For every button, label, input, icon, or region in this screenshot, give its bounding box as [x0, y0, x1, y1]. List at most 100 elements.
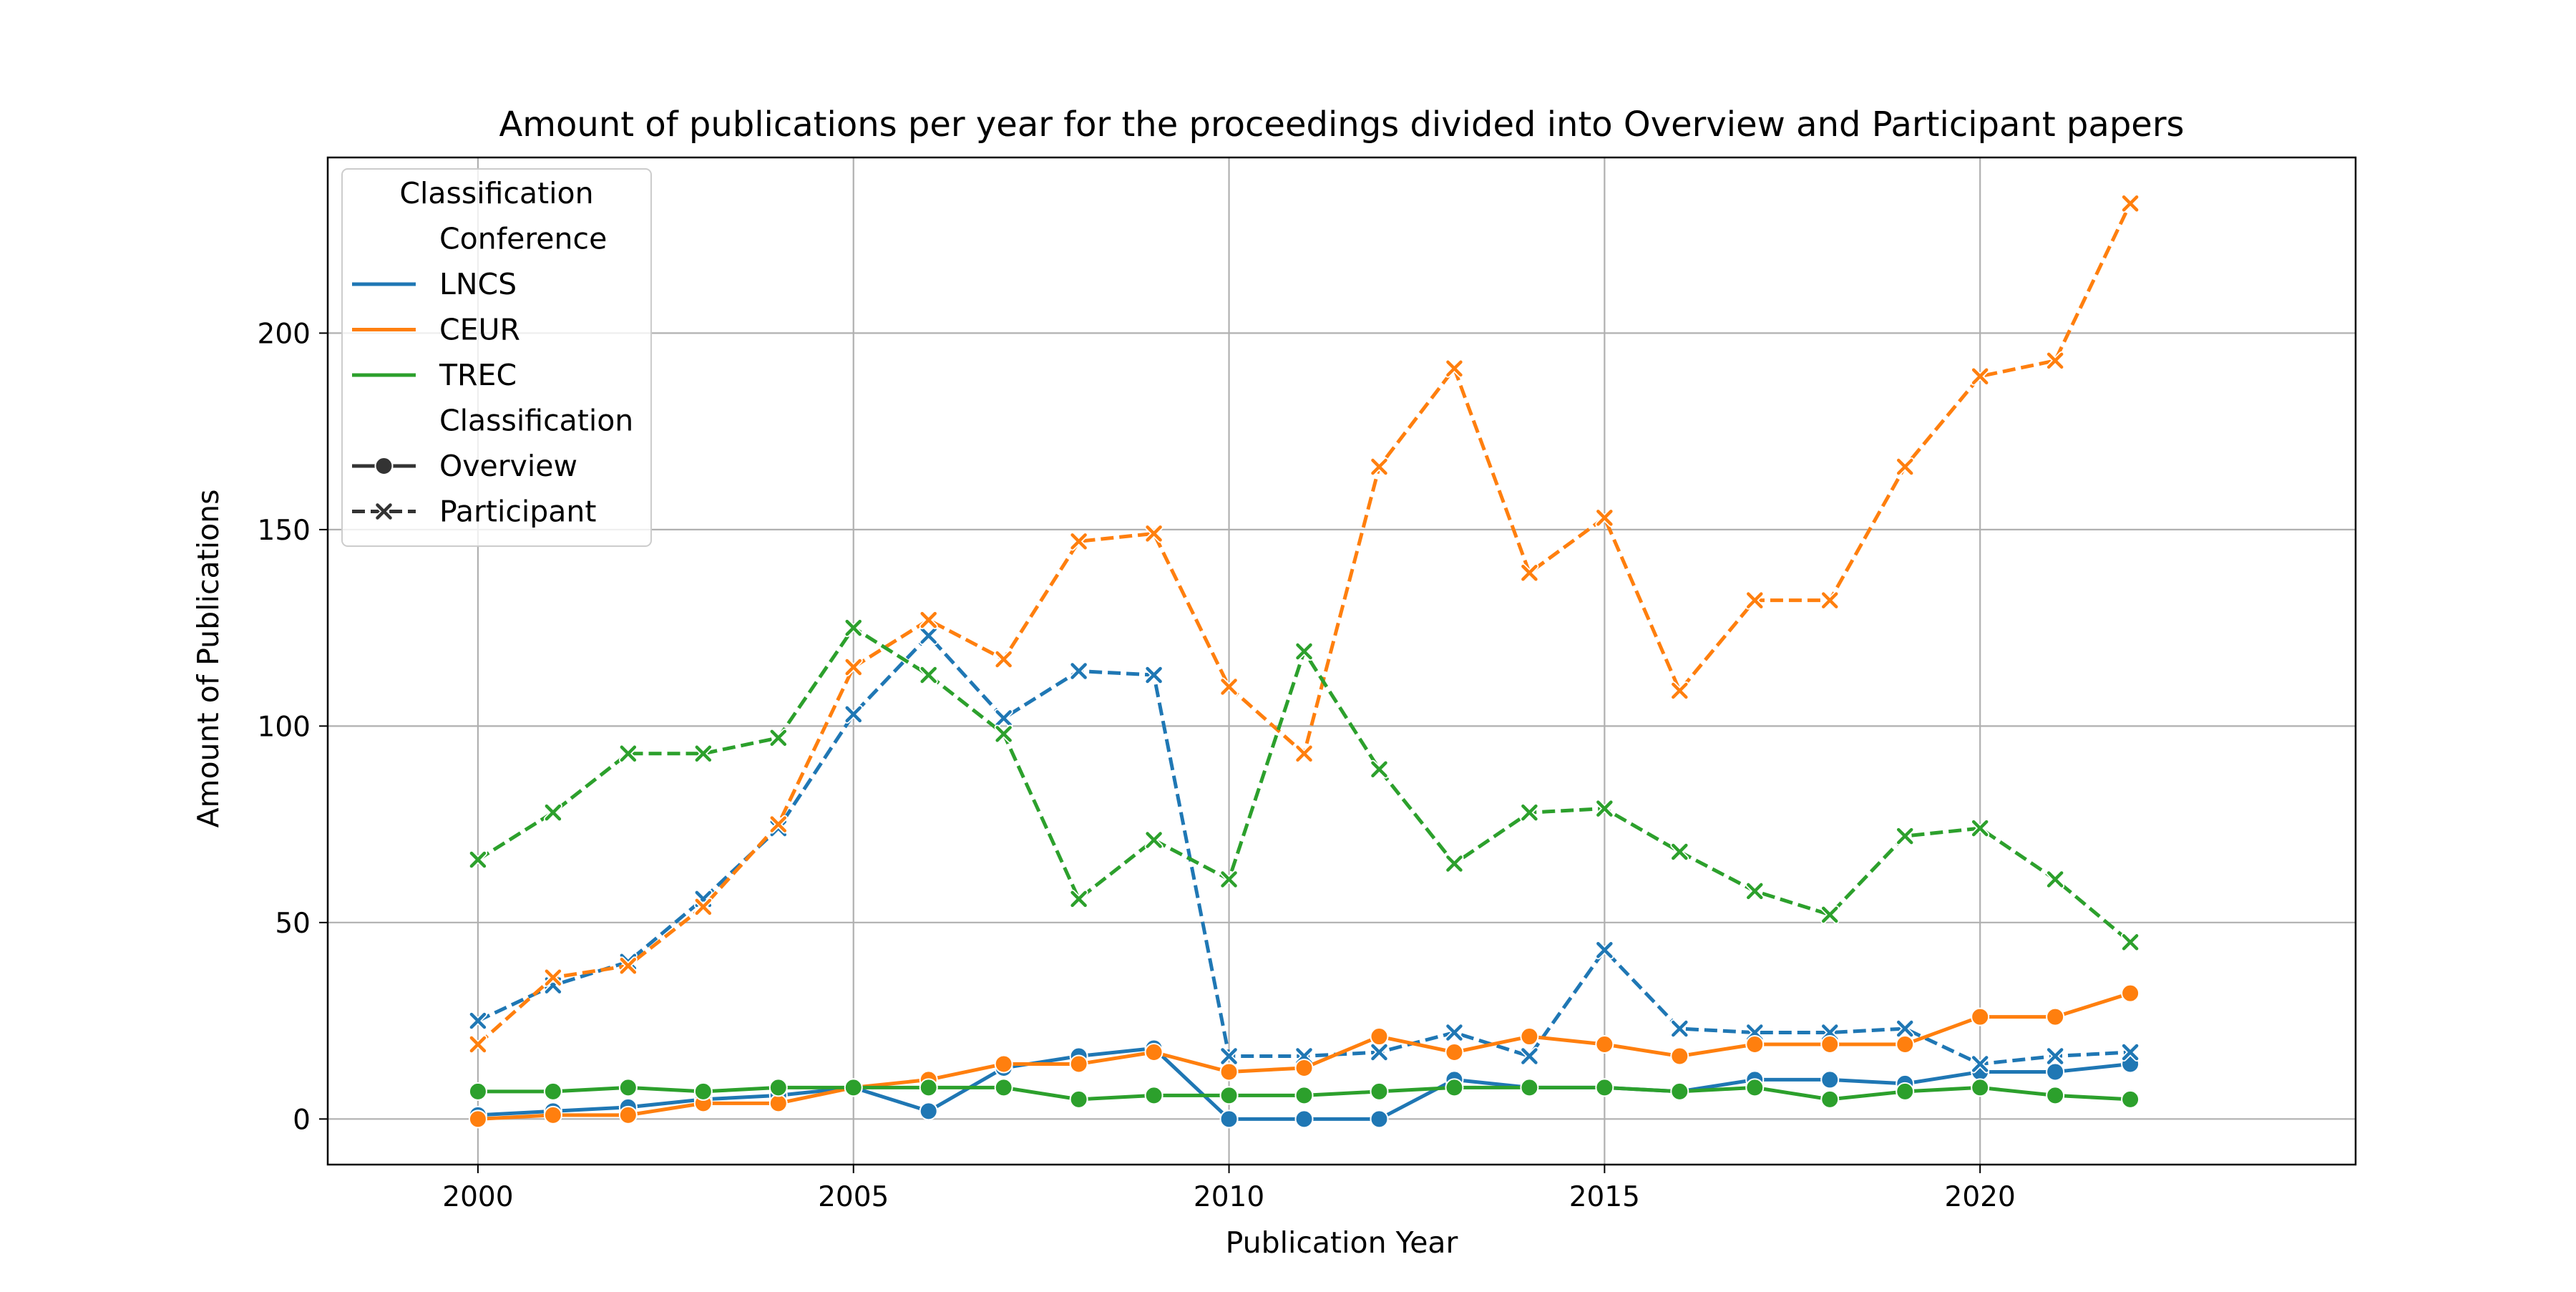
data-point — [920, 627, 937, 644]
legend-title: Classification — [399, 176, 593, 210]
data-point — [1219, 1062, 1239, 1082]
data-point — [543, 1105, 562, 1125]
y-axis-label: Amount of Publications — [191, 489, 225, 827]
data-point — [1820, 1089, 1840, 1109]
data-point — [2121, 983, 2140, 1003]
data-point — [1070, 533, 1087, 550]
data-point — [543, 1082, 562, 1101]
data-point — [769, 1094, 788, 1113]
data-point — [1370, 1082, 1389, 1101]
data-point — [1896, 1082, 1915, 1101]
data-point — [1745, 1078, 1765, 1097]
y-tick-label: 0 — [293, 1104, 311, 1136]
data-point — [994, 1054, 1013, 1074]
data-point — [618, 1078, 638, 1097]
data-point — [1822, 592, 1838, 608]
data-point — [469, 1036, 487, 1053]
data-point — [1971, 1078, 1990, 1097]
data-point — [2046, 871, 2064, 888]
data-point — [994, 1078, 1013, 1097]
legend-marker-participant — [376, 503, 392, 520]
legend-group-heading: Conference — [439, 222, 607, 256]
x-axis-label: Publication Year — [1226, 1225, 1458, 1260]
data-point — [1146, 666, 1162, 684]
data-point — [545, 969, 562, 986]
data-point — [1446, 1024, 1463, 1041]
data-point — [695, 745, 712, 762]
data-point — [1445, 1078, 1464, 1097]
data-point — [1896, 827, 1913, 845]
x-tick-label: 2000 — [442, 1181, 513, 1213]
data-point — [1445, 1042, 1464, 1062]
data-point — [1670, 1082, 1689, 1101]
series-lncs-participant — [468, 626, 2140, 1074]
data-point — [2121, 1089, 2140, 1109]
legend-box — [341, 168, 652, 547]
y-tick-label: 50 — [275, 908, 311, 940]
data-point — [920, 611, 937, 628]
data-point — [1896, 458, 1913, 475]
data-point — [1070, 663, 1087, 679]
data-point — [1371, 458, 1387, 475]
data-point — [1221, 1048, 1237, 1064]
data-point — [845, 619, 862, 636]
data-point — [1971, 368, 1989, 385]
data-point — [1596, 800, 1613, 817]
data-point — [1221, 871, 1237, 888]
data-point — [1069, 1054, 1088, 1074]
series-ceur-participant — [468, 194, 2140, 1054]
legend-marker-overview — [374, 457, 394, 475]
data-point — [620, 745, 637, 762]
data-point — [845, 706, 862, 723]
data-point — [845, 659, 862, 676]
legend-entry-lncs: LNCS — [439, 267, 517, 301]
data-point — [693, 1082, 713, 1101]
data-point — [1219, 1086, 1239, 1105]
data-point — [995, 710, 1012, 727]
data-point — [1596, 510, 1613, 526]
data-point — [844, 1078, 863, 1097]
y-tick-label: 150 — [258, 515, 311, 547]
data-point — [469, 1012, 487, 1029]
data-point — [545, 804, 562, 821]
data-point — [2046, 1048, 2064, 1064]
x-tick-label: 2020 — [1945, 1181, 2016, 1213]
series-trec-overview — [468, 1078, 2140, 1109]
x-tick-label: 2005 — [818, 1181, 889, 1213]
plot-frame — [326, 156, 2357, 1166]
data-point — [1370, 1027, 1389, 1046]
series-line — [477, 633, 2131, 1066]
series-line — [477, 203, 2132, 1046]
data-point — [695, 898, 712, 915]
data-point — [995, 651, 1012, 668]
data-point — [995, 726, 1012, 742]
data-point — [1144, 1086, 1163, 1105]
chart-title: Amount of publications per year for the … — [499, 105, 2184, 145]
series-trec-participant — [468, 618, 2140, 952]
data-point — [1672, 682, 1688, 699]
data-point — [770, 816, 787, 832]
data-point — [770, 729, 787, 747]
data-point — [1146, 832, 1162, 848]
legend-entry-overview: Overview — [439, 449, 577, 483]
data-point — [1672, 843, 1688, 860]
data-point — [1446, 855, 1463, 872]
legend-entry-trec: TREC — [439, 358, 517, 392]
data-point — [620, 957, 637, 974]
y-tick-label: 100 — [258, 711, 311, 743]
axes: 2000 2005 2010 2015 2020 0 50 100 150 200 — [258, 156, 2357, 1213]
data-point — [1595, 1078, 1614, 1097]
legend-entry-ceur: CEUR — [439, 313, 520, 347]
data-point — [1820, 1035, 1840, 1054]
data-point — [1371, 761, 1387, 777]
data-point — [618, 1105, 638, 1125]
data-point — [1896, 1035, 1915, 1054]
series-ceur-overview — [468, 983, 2140, 1129]
x-tick-label: 2015 — [1569, 1181, 1640, 1213]
data-point — [1971, 1007, 1990, 1026]
series — [468, 194, 2140, 1129]
data-point — [1370, 1109, 1389, 1129]
series-line — [477, 626, 2132, 944]
data-point — [469, 851, 487, 868]
x-tick-label: 2010 — [1194, 1181, 1264, 1213]
